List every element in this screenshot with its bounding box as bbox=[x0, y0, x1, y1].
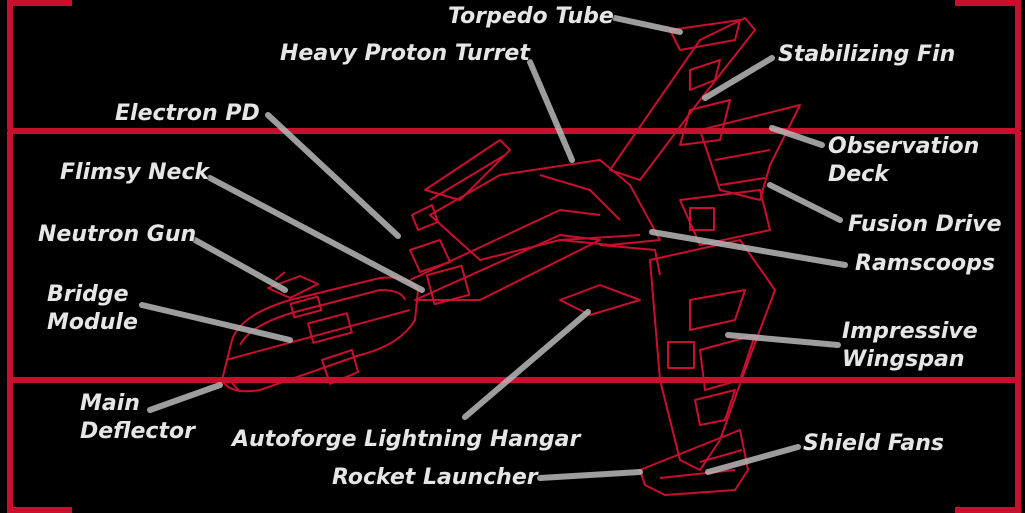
frame-bottom-left-bracket bbox=[10, 380, 72, 510]
label-observation-deck-line2: Deck bbox=[828, 161, 979, 189]
pointer-torpedo-tube bbox=[615, 18, 680, 32]
label-impressive-wingspan-line1: Impressive bbox=[842, 318, 978, 346]
label-fusion-drive: Fusion Drive bbox=[848, 211, 1002, 239]
label-heavy-proton-turret: Heavy Proton Turret bbox=[280, 40, 530, 68]
label-main-deflector-line1: Main bbox=[80, 390, 195, 418]
pointers bbox=[142, 18, 845, 478]
label-shield-fans: Shield Fans bbox=[803, 430, 944, 458]
label-flimsy-neck: Flimsy Neck bbox=[60, 159, 209, 187]
label-bridge-module-line2: Module bbox=[47, 309, 138, 337]
frame-top-left-bracket bbox=[10, 3, 72, 130]
label-rocket-launcher: Rocket Launcher bbox=[332, 464, 538, 492]
observation-deck-shape bbox=[700, 105, 800, 200]
pointer-neutron-gun bbox=[195, 240, 285, 290]
pointer-impressive-wingspan bbox=[728, 335, 838, 345]
pointer-flimsy-neck bbox=[210, 178, 422, 290]
frame-top-right-bracket bbox=[955, 3, 1018, 130]
label-stabilizing-fin: Stabilizing Fin bbox=[778, 41, 955, 69]
fusion-drive-port bbox=[690, 208, 714, 230]
frame-bottom-right-bracket bbox=[955, 380, 1018, 510]
starship bbox=[222, 18, 800, 495]
pointer-heavy-proton-turret bbox=[530, 62, 572, 160]
pointer-rocket-launcher bbox=[540, 472, 640, 478]
label-observation-deck-line1: Observation bbox=[828, 133, 979, 161]
label-impressive-wingspan: Impressive Wingspan bbox=[842, 318, 978, 374]
label-bridge-module-line1: Bridge bbox=[47, 281, 138, 309]
label-impressive-wingspan-line2: Wingspan bbox=[842, 346, 978, 374]
label-neutron-gun: Neutron Gun bbox=[38, 221, 196, 249]
label-observation-deck: Observation Deck bbox=[828, 133, 979, 189]
pointer-autoforge-hangar bbox=[465, 312, 588, 417]
label-electron-pd: Electron PD bbox=[115, 100, 260, 128]
bridge-module-shape bbox=[222, 278, 418, 393]
hangar-shape bbox=[560, 285, 640, 315]
pointer-ramscoops bbox=[652, 232, 845, 265]
upper-fin-shape bbox=[425, 140, 510, 200]
pointer-fusion-drive bbox=[770, 185, 840, 220]
label-main-deflector-line2: Deflector bbox=[80, 418, 195, 446]
label-torpedo-tube: Torpedo Tube bbox=[448, 3, 614, 31]
wing-shape bbox=[650, 240, 775, 470]
label-ramscoops: Ramscoops bbox=[855, 250, 995, 278]
label-bridge-module: Bridge Module bbox=[47, 281, 138, 337]
pointer-shield-fans bbox=[708, 447, 798, 472]
label-autoforge-lightning-hangar: Autoforge Lightning Hangar bbox=[232, 426, 580, 454]
label-main-deflector: Main Deflector bbox=[80, 390, 195, 446]
